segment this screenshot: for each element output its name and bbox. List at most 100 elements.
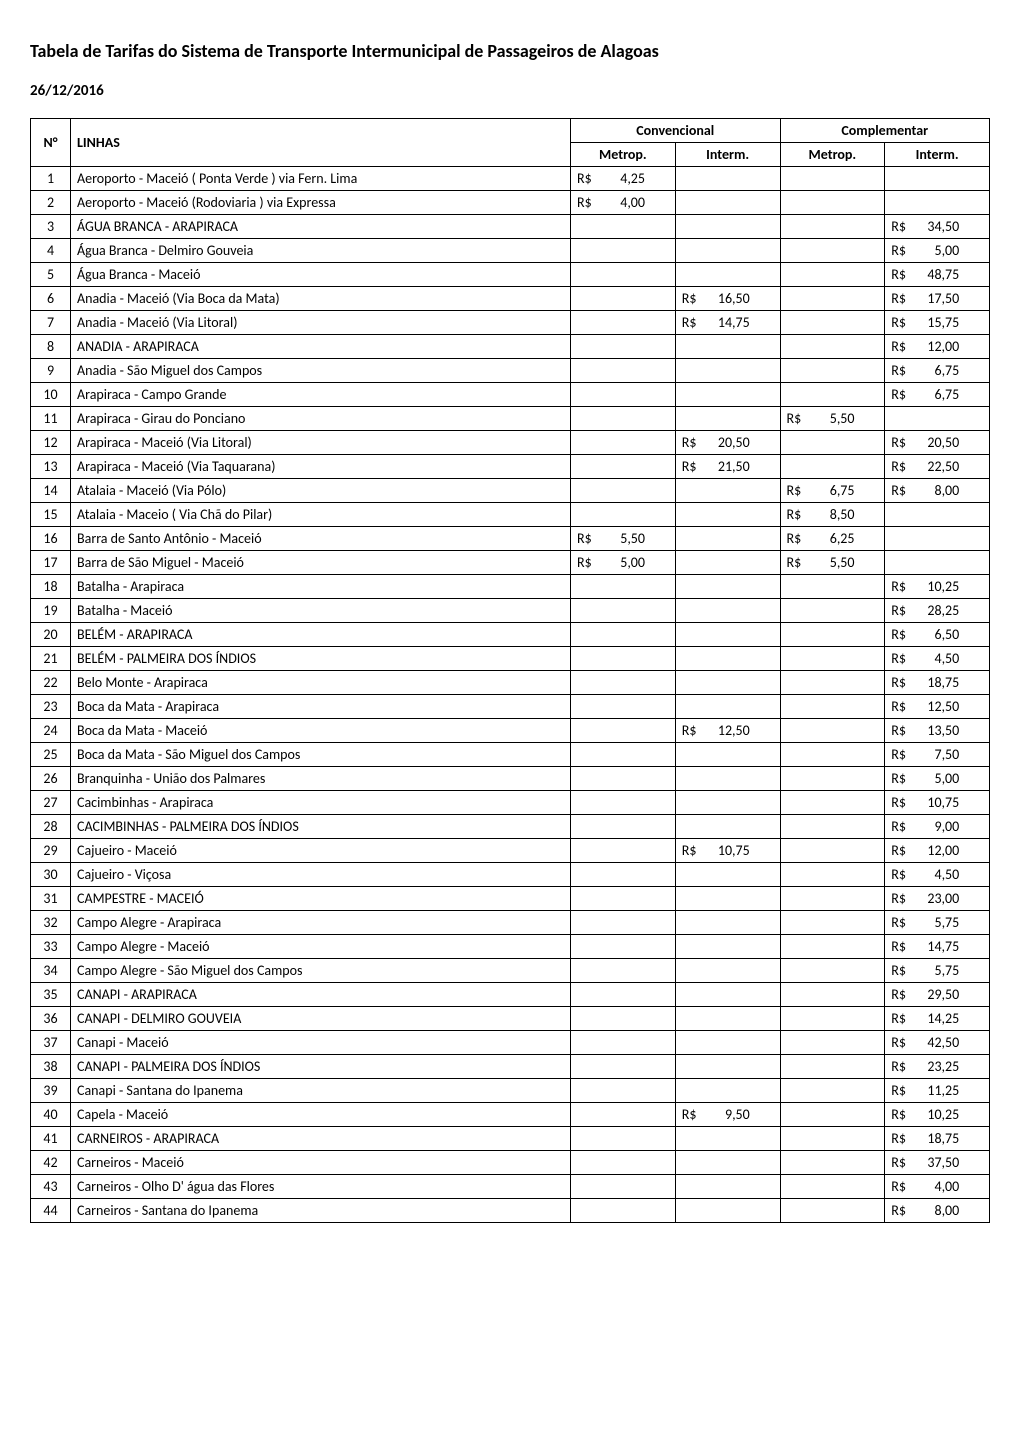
row-num: 22 (31, 671, 71, 695)
row-comp-metrop (780, 1199, 885, 1223)
row-conv-metrop: R$4,25 (571, 167, 676, 191)
row-conv-metrop (571, 287, 676, 311)
row-linha: Água Branca - Maceió (71, 263, 571, 287)
row-conv-interm (675, 191, 780, 215)
table-body: 1Aeroporto - Maceió ( Ponta Verde ) via … (31, 167, 990, 1223)
row-comp-interm: R$4,50 (885, 863, 990, 887)
table-row: 26Branquinha - União dos PalmaresR$5,00 (31, 767, 990, 791)
row-comp-interm: R$48,75 (885, 263, 990, 287)
row-conv-metrop (571, 647, 676, 671)
row-comp-interm: R$12,50 (885, 695, 990, 719)
row-comp-metrop (780, 263, 885, 287)
row-num: 16 (31, 527, 71, 551)
row-conv-metrop (571, 743, 676, 767)
row-conv-metrop: R$5,00 (571, 551, 676, 575)
row-conv-metrop (571, 1199, 676, 1223)
row-linha: ÁGUA BRANCA - ARAPIRACA (71, 215, 571, 239)
row-num: 44 (31, 1199, 71, 1223)
row-comp-metrop (780, 167, 885, 191)
row-linha: CANAPI - DELMIRO GOUVEIA (71, 1007, 571, 1031)
row-linha: ANADIA - ARAPIRACA (71, 335, 571, 359)
row-linha: Carneiros - Maceió (71, 1151, 571, 1175)
row-conv-metrop (571, 575, 676, 599)
row-comp-metrop (780, 1103, 885, 1127)
row-comp-metrop: R$6,75 (780, 479, 885, 503)
row-conv-interm (675, 935, 780, 959)
row-num: 25 (31, 743, 71, 767)
row-conv-interm (675, 647, 780, 671)
row-comp-interm: R$12,00 (885, 335, 990, 359)
row-conv-metrop (571, 863, 676, 887)
row-num: 18 (31, 575, 71, 599)
row-conv-interm (675, 791, 780, 815)
row-comp-interm: R$10,25 (885, 1103, 990, 1127)
table-row: 32Campo Alegre - ArapiracaR$5,75 (31, 911, 990, 935)
row-conv-interm: R$9,50 (675, 1103, 780, 1127)
row-num: 23 (31, 695, 71, 719)
row-comp-metrop (780, 1031, 885, 1055)
page-title: Tabela de Tarifas do Sistema de Transpor… (30, 40, 990, 62)
row-num: 15 (31, 503, 71, 527)
row-comp-metrop (780, 863, 885, 887)
header-conv-metrop: Metrop. (571, 143, 676, 167)
row-conv-metrop (571, 503, 676, 527)
row-num: 10 (31, 383, 71, 407)
row-conv-interm (675, 1079, 780, 1103)
row-conv-metrop (571, 959, 676, 983)
row-comp-interm: R$5,00 (885, 767, 990, 791)
row-conv-metrop (571, 383, 676, 407)
row-linha: Aeroporto - Maceió ( Ponta Verde ) via F… (71, 167, 571, 191)
row-conv-interm (675, 167, 780, 191)
row-linha: Campo Alegre - Maceió (71, 935, 571, 959)
row-num: 34 (31, 959, 71, 983)
row-conv-metrop (571, 311, 676, 335)
row-num: 13 (31, 455, 71, 479)
row-conv-metrop (571, 239, 676, 263)
row-comp-metrop (780, 1079, 885, 1103)
row-conv-metrop (571, 1127, 676, 1151)
row-num: 33 (31, 935, 71, 959)
row-conv-interm (675, 1199, 780, 1223)
row-conv-interm (675, 1007, 780, 1031)
row-comp-metrop (780, 1055, 885, 1079)
row-comp-metrop (780, 215, 885, 239)
row-conv-metrop (571, 1007, 676, 1031)
row-conv-interm (675, 1175, 780, 1199)
row-conv-metrop (571, 623, 676, 647)
header-convencional: Convencional (571, 119, 781, 143)
row-conv-metrop (571, 767, 676, 791)
row-comp-interm: R$5,75 (885, 959, 990, 983)
row-num: 43 (31, 1175, 71, 1199)
row-linha: CANAPI - ARAPIRACA (71, 983, 571, 1007)
row-num: 7 (31, 311, 71, 335)
row-conv-metrop: R$4,00 (571, 191, 676, 215)
table-row: 29Cajueiro - MaceióR$10,75R$12,00 (31, 839, 990, 863)
table-row: 34Campo Alegre - São Miguel dos CamposR$… (31, 959, 990, 983)
row-linha: Anadia - Maceió (Via Boca da Mata) (71, 287, 571, 311)
row-linha: Batalha - Maceió (71, 599, 571, 623)
row-comp-interm: R$23,00 (885, 887, 990, 911)
row-num: 6 (31, 287, 71, 311)
row-comp-interm: R$6,50 (885, 623, 990, 647)
row-conv-metrop (571, 791, 676, 815)
row-comp-interm: R$14,25 (885, 1007, 990, 1031)
table-row: 10Arapiraca - Campo GrandeR$6,75 (31, 383, 990, 407)
table-row: 14Atalaia - Maceió (Via Pólo)R$6,75R$8,0… (31, 479, 990, 503)
row-num: 12 (31, 431, 71, 455)
table-row: 21BELÉM - PALMEIRA DOS ÍNDIOSR$4,50 (31, 647, 990, 671)
row-comp-metrop (780, 311, 885, 335)
row-linha: Canapi - Santana do Ipanema (71, 1079, 571, 1103)
row-num: 37 (31, 1031, 71, 1055)
table-row: 5Água Branca - MaceióR$48,75 (31, 263, 990, 287)
table-row: 24Boca da Mata - MaceióR$12,50R$13,50 (31, 719, 990, 743)
row-conv-metrop (571, 815, 676, 839)
row-conv-metrop (571, 839, 676, 863)
row-num: 32 (31, 911, 71, 935)
row-linha: Batalha - Arapiraca (71, 575, 571, 599)
table-row: 9Anadia - São Miguel dos CamposR$6,75 (31, 359, 990, 383)
row-comp-metrop (780, 1151, 885, 1175)
row-num: 40 (31, 1103, 71, 1127)
table-row: 28CACIMBINHAS - PALMEIRA DOS ÍNDIOSR$9,0… (31, 815, 990, 839)
row-comp-interm: R$6,75 (885, 359, 990, 383)
row-comp-metrop: R$5,50 (780, 407, 885, 431)
